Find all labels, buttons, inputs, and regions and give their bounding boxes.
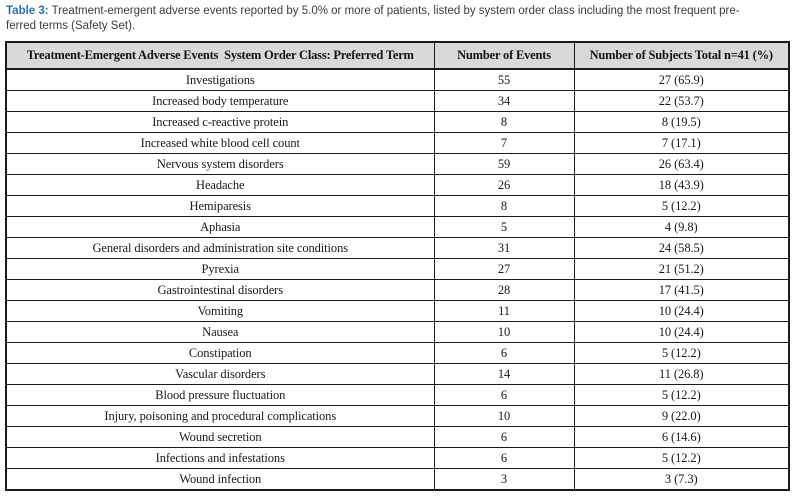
subjects-cell: 21 (51.2) (573, 258, 790, 280)
subjects-cell: 9 (22.0) (573, 405, 790, 427)
table-row: Increased body temperature 34 22 (53.7) (5, 90, 790, 112)
table-header-row: Treatment-Emergent Adverse Events System… (5, 41, 790, 70)
term-cell: Vomiting (5, 300, 435, 322)
table-row: Infections and infestations 6 5 (12.2) (5, 447, 790, 469)
term-cell: Headache (5, 174, 435, 196)
subjects-cell: 5 (12.2) (573, 342, 790, 364)
events-cell: 6 (433, 447, 575, 469)
table-row: Blood pressure fluctuation 6 5 (12.2) (5, 384, 790, 406)
subjects-cell: 22 (53.7) (573, 90, 790, 112)
subjects-cell: 18 (43.9) (573, 174, 790, 196)
term-cell: Nervous system disorders (5, 153, 435, 175)
subjects-cell: 11 (26.8) (573, 363, 790, 385)
subjects-cell: 5 (12.2) (573, 384, 790, 406)
term-cell: General disorders and administration sit… (5, 237, 435, 259)
table-caption-text-line2: ferred terms (Safety Set). (6, 20, 136, 32)
page: Table 3: Treatment-emergent adverse even… (0, 4, 793, 502)
events-cell: 34 (433, 90, 575, 112)
table-row: Gastrointestinal disorders 28 17 (41.5) (5, 279, 790, 301)
table-row: Nervous system disorders 59 26 (63.4) (5, 153, 790, 175)
subjects-cell: 10 (24.4) (573, 321, 790, 343)
table-row: Increased c-reactive protein 8 8 (19.5) (5, 111, 790, 133)
table-caption: Table 3: Treatment-emergent adverse even… (6, 4, 787, 34)
subjects-cell: 8 (19.5) (573, 111, 790, 133)
term-cell: Infections and infestations (5, 447, 435, 469)
subjects-cell: 5 (12.2) (573, 195, 790, 217)
events-cell: 5 (433, 216, 575, 238)
table-row: Headache 26 18 (43.9) (5, 174, 790, 196)
column-header-number-of-events: Number of Events (433, 41, 575, 70)
table-caption-label: Table 3: (6, 5, 49, 17)
term-cell: Blood pressure fluctuation (5, 384, 435, 406)
table-row: Aphasia 5 4 (9.8) (5, 216, 790, 238)
table-row: Wound infection 3 3 (7.3) (5, 468, 790, 491)
events-cell: 26 (433, 174, 575, 196)
term-cell: Wound secretion (5, 426, 435, 448)
term-cell: Wound infection (5, 468, 435, 491)
events-cell: 8 (433, 111, 575, 133)
subjects-cell: 10 (24.4) (573, 300, 790, 322)
table-row: Wound secretion 6 6 (14.6) (5, 426, 790, 448)
term-cell: Vascular disorders (5, 363, 435, 385)
subjects-cell: 5 (12.2) (573, 447, 790, 469)
term-cell: Constipation (5, 342, 435, 364)
events-cell: 27 (433, 258, 575, 280)
subjects-cell: 27 (65.9) (573, 68, 790, 91)
subjects-cell: 6 (14.6) (573, 426, 790, 448)
table-body: Investigations 55 27 (65.9) Increased body … (5, 68, 790, 491)
term-cell: Gastrointestinal disorders (5, 279, 435, 301)
table-row: Increased white blood cell count 7 7 (17.1… (5, 132, 790, 154)
column-header-number-of-subjects: Number of Subjects Total n=41 (%) (573, 41, 790, 70)
events-cell: 59 (433, 153, 575, 175)
subjects-cell: 17 (41.5) (573, 279, 790, 301)
term-cell: Aphasia (5, 216, 435, 238)
events-cell: 14 (433, 363, 575, 385)
term-cell: Pyrexia (5, 258, 435, 280)
term-cell: Investigations (5, 68, 435, 91)
events-cell: 11 (433, 300, 575, 322)
events-cell: 6 (433, 426, 575, 448)
events-cell: 28 (433, 279, 575, 301)
column-header-preferred-term: Treatment-Emergent Adverse Events System… (5, 41, 435, 70)
table-row: Vomiting 11 10 (24.4) (5, 300, 790, 322)
events-cell: 3 (433, 468, 575, 491)
subjects-cell: 3 (7.3) (573, 468, 790, 491)
subjects-cell: 26 (63.4) (573, 153, 790, 175)
table-row: Pyrexia 27 21 (51.2) (5, 258, 790, 280)
term-cell: Increased body temperature (5, 90, 435, 112)
table-row: General disorders and administration sit… (5, 237, 790, 259)
events-cell: 8 (433, 195, 575, 217)
term-cell: Nausea (5, 321, 435, 343)
table-row: Vascular disorders 14 11 (26.8) (5, 363, 790, 385)
table-row: Injury, poisoning and procedural complic… (5, 405, 790, 427)
events-cell: 10 (433, 405, 575, 427)
events-cell: 7 (433, 132, 575, 154)
table-header: Treatment-Emergent Adverse Events System… (5, 41, 790, 70)
subjects-cell: 7 (17.1) (573, 132, 790, 154)
subjects-cell: 24 (58.5) (573, 237, 790, 259)
table-row: Investigations 55 27 (65.9) (5, 68, 790, 91)
events-cell: 55 (433, 68, 575, 91)
term-cell: Increased c-reactive protein (5, 111, 435, 133)
events-cell: 31 (433, 237, 575, 259)
subjects-cell: 4 (9.8) (573, 216, 790, 238)
events-cell: 6 (433, 342, 575, 364)
term-cell: Hemiparesis (5, 195, 435, 217)
term-cell: Injury, poisoning and procedural complic… (5, 405, 435, 427)
table-row: Hemiparesis 8 5 (12.2) (5, 195, 790, 217)
adverse-events-table: Treatment-Emergent Adverse Events System… (5, 41, 790, 491)
table-row: Constipation 6 5 (12.2) (5, 342, 790, 364)
term-cell: Increased white blood cell count (5, 132, 435, 154)
table-caption-text-line1: Treatment-emergent adverse events report… (48, 5, 740, 17)
events-cell: 10 (433, 321, 575, 343)
table-row: Nausea 10 10 (24.4) (5, 321, 790, 343)
events-cell: 6 (433, 384, 575, 406)
